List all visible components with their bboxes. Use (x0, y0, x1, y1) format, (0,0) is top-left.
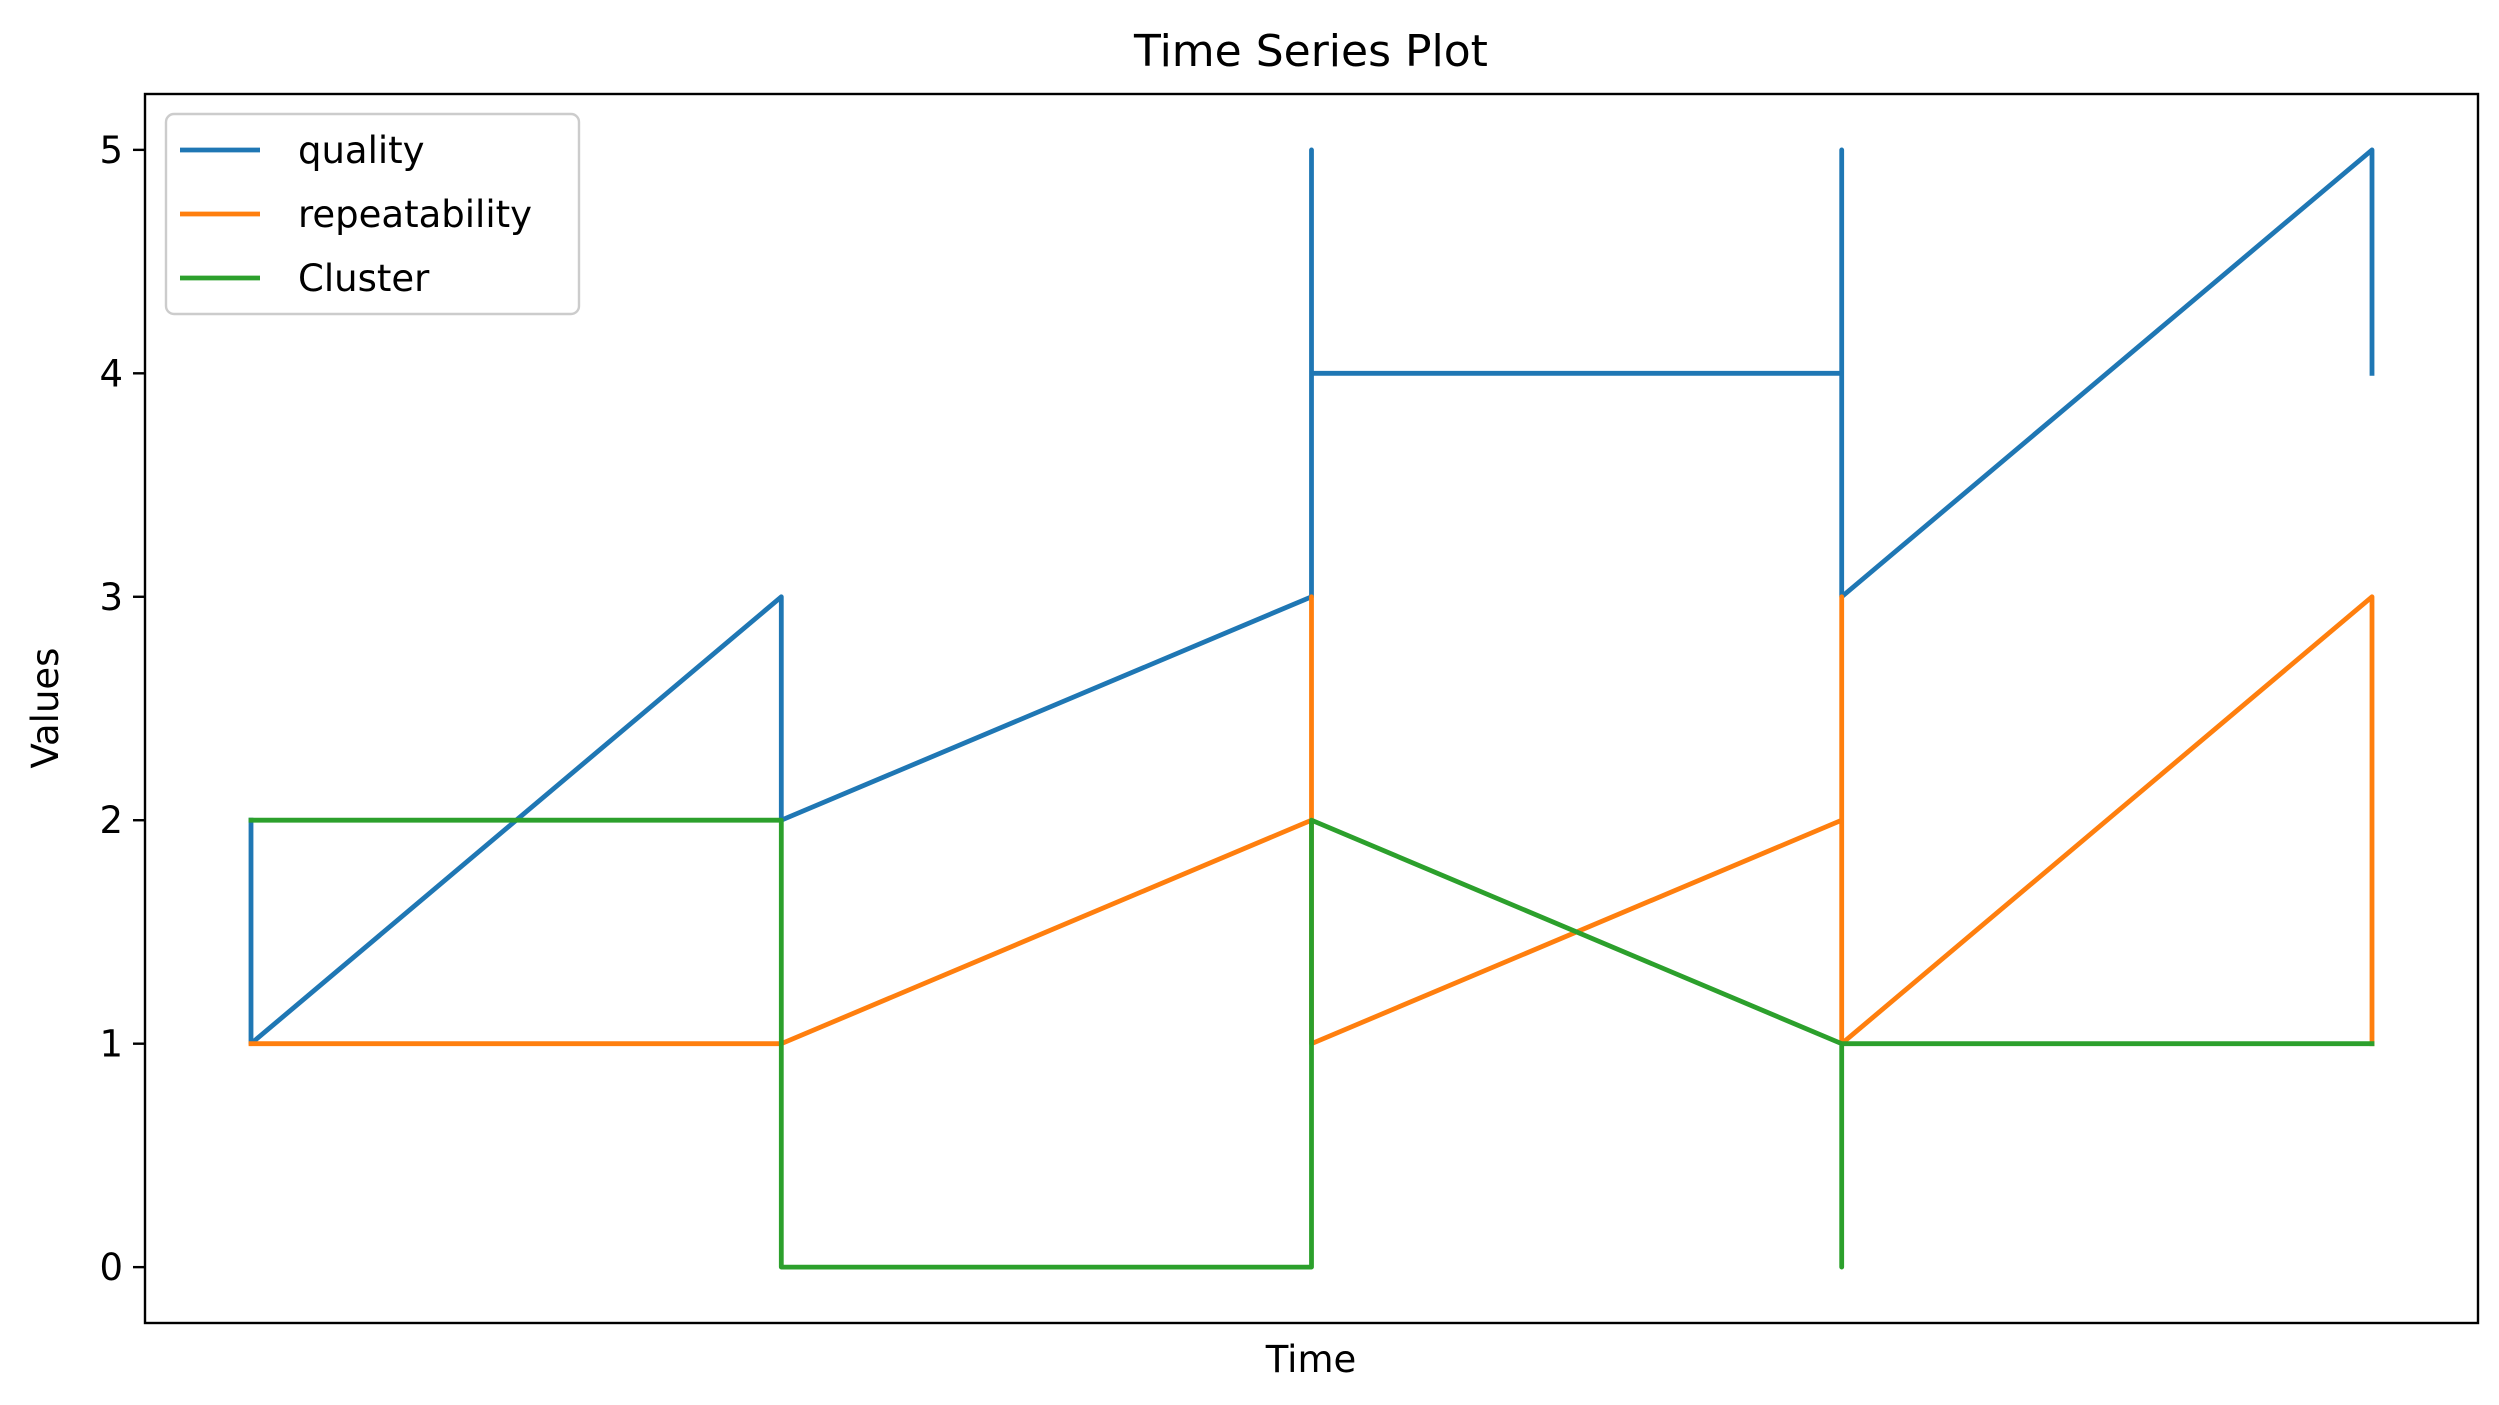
x-axis-label: Time (1265, 1338, 1357, 1381)
series-line-quality (248, 147, 2375, 1047)
y-tick-label: 1 (99, 1023, 123, 1066)
y-axis-ticks: 0 1 2 3 4 5 (99, 129, 145, 1289)
y-tick-label: 5 (99, 129, 123, 172)
legend-label-quality: quality (298, 129, 425, 172)
legend-label-repeatability: repeatability (298, 193, 532, 236)
y-tick-label: 4 (99, 352, 123, 395)
legend-label-Cluster: Cluster (298, 257, 430, 300)
plot-lines (248, 147, 2375, 1270)
y-tick-label: 2 (99, 799, 123, 842)
plot-frame (143, 92, 2480, 1325)
legend: quality repeatability Cluster (164, 112, 581, 316)
y-tick-label: 3 (99, 576, 123, 619)
chart-title: Time Series Plot (1133, 26, 1488, 77)
legend-box (164, 112, 581, 316)
y-axis-label: Values (24, 648, 67, 769)
series-line-Cluster (248, 817, 2375, 1270)
y-tick-label: 0 (99, 1246, 123, 1289)
